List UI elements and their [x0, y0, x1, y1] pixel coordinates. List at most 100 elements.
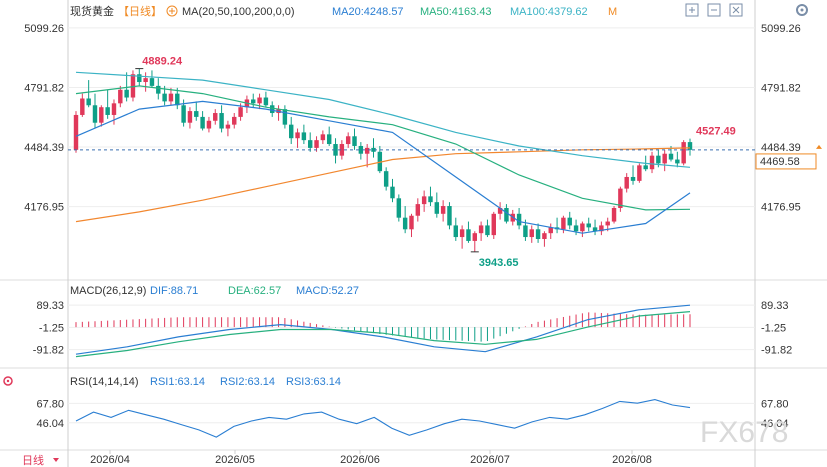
ma-more-label: M — [608, 6, 617, 18]
current-price-value: 4469.58 — [760, 156, 800, 168]
date-tick-label: 2026/08 — [612, 454, 652, 466]
candle-body — [232, 116, 237, 125]
rsi-header: RSI(14,14,14) RSI1:63.14 RSI2:63.14 RSI3… — [3, 376, 341, 388]
period-label[interactable]: 【日线】 — [118, 4, 162, 18]
candle-body — [371, 147, 376, 152]
price-tick-right: 5099.26 — [761, 23, 801, 35]
candle-body — [339, 144, 345, 156]
candle-body — [561, 217, 566, 230]
price-tick-left: 4791.82 — [24, 82, 64, 94]
candle-body — [92, 105, 98, 123]
candle-body — [668, 153, 674, 160]
candle-body — [573, 225, 579, 232]
ma20-value: MA20:4248.57 — [332, 6, 404, 18]
candle-body — [491, 213, 496, 236]
price-tick-left: 4484.39 — [24, 142, 64, 154]
candle-body — [156, 85, 161, 94]
candle-body — [447, 206, 452, 226]
candle-body — [358, 145, 364, 154]
candle-body — [219, 113, 224, 129]
date-axis: 2026/04 2026/05 2026/06 2026/07 2026/08 — [90, 450, 652, 466]
rsi-settings-icon[interactable] — [3, 376, 13, 386]
candle-body — [504, 207, 509, 222]
watermark: FX678 — [700, 416, 788, 449]
chart-header: 现货黄金 【日线】 MA(20,50,100,200,0,0) MA20:424… — [70, 4, 617, 18]
candle-body — [270, 105, 275, 114]
candle-body — [466, 229, 471, 241]
candle-body — [99, 107, 104, 123]
date-tick-label: 2026/06 — [340, 454, 380, 466]
candle-body — [440, 206, 446, 214]
candle-body — [181, 105, 186, 123]
candle-body — [149, 78, 155, 86]
candle-body — [130, 74, 136, 98]
macd-header: MACD(26,12,9) DIF:88.71 DEA:62.57 MACD:5… — [70, 285, 359, 297]
candle-body — [580, 223, 585, 232]
candle-body — [390, 186, 395, 199]
candle-body — [200, 116, 205, 129]
minus-square-icon[interactable] — [707, 3, 721, 17]
rsi-ticks: 67.80 67.80 46.04 46.04 — [36, 398, 788, 429]
price-grid — [68, 27, 755, 208]
footer-period-label[interactable]: 日线 — [22, 453, 44, 467]
candle-body — [687, 142, 693, 150]
high-label: 4889.24 — [142, 56, 183, 68]
candle-body — [307, 140, 313, 148]
candle-body — [333, 144, 338, 156]
rsi-title: RSI(14,14,14) — [70, 376, 138, 388]
candle-body — [213, 113, 218, 121]
ma200-line — [75, 147, 691, 223]
candle-body — [459, 229, 465, 238]
moving-averages — [75, 71, 691, 234]
candle-body — [168, 93, 174, 102]
candle-body — [611, 207, 617, 222]
candle-body — [497, 207, 503, 214]
candle-body — [415, 204, 421, 216]
candle-body — [485, 225, 490, 236]
macd-title: MACD(26,12,9) — [70, 285, 146, 297]
price-tick-right: 4176.95 — [761, 202, 801, 214]
candle-body — [643, 165, 648, 170]
chevron-down-icon[interactable] — [53, 458, 59, 462]
rsi-tick-left: 67.80 — [36, 398, 64, 410]
candle-body — [453, 225, 459, 238]
candle-body — [345, 136, 351, 145]
add-indicator-icon[interactable] — [166, 5, 178, 17]
rsi-plot — [75, 399, 691, 438]
candle-body — [630, 176, 636, 181]
candle-body — [194, 111, 199, 117]
price-tick-left: 4176.95 — [24, 202, 64, 214]
candle-body — [263, 97, 269, 106]
rsi2-value: RSI2:63.14 — [220, 376, 275, 388]
date-tick-label: 2026/04 — [90, 454, 130, 466]
plus-square-icon[interactable] — [685, 3, 699, 17]
candle-body — [478, 225, 484, 234]
date-tick-label: 2026/05 — [215, 454, 255, 466]
candle-body — [542, 233, 547, 239]
dif-line — [75, 304, 691, 355]
candle-body — [137, 74, 142, 83]
candle-body — [326, 134, 332, 145]
rsi-tick-right: 46.04 — [761, 418, 789, 430]
rsi-tick-right: 67.80 — [761, 398, 789, 410]
candle-body — [187, 111, 193, 123]
candle-body — [618, 188, 623, 208]
close-square-icon[interactable] — [729, 3, 743, 17]
candlestick-series — [73, 68, 693, 252]
macd-tick-left: -91.82 — [33, 345, 64, 357]
period-footer[interactable]: 日线 — [22, 453, 59, 467]
candle-body — [656, 155, 661, 164]
macd-tick-right: -1.25 — [761, 322, 786, 334]
candle-body — [586, 223, 591, 228]
candle-body — [175, 93, 180, 106]
candle-body — [428, 196, 433, 203]
candle-body — [105, 107, 110, 115]
candle-body — [649, 155, 655, 170]
candle-body — [352, 136, 357, 146]
macd-ticks: 89.33 89.33 -1.25 -1.25 -91.82 -91.82 — [33, 300, 792, 357]
gear-icon[interactable] — [796, 4, 808, 16]
candle-body — [314, 140, 319, 148]
candle-body — [523, 225, 528, 238]
candle-body — [124, 89, 129, 98]
candle-body — [567, 217, 572, 226]
